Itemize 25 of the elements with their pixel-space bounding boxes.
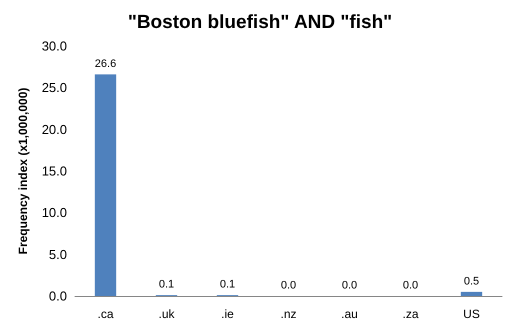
data-label: 0.1 <box>158 278 174 291</box>
data-label: 0.5 <box>464 275 480 288</box>
bar <box>460 292 482 296</box>
y-tick-label: 30.0 <box>42 38 67 54</box>
data-label: 26.6 <box>94 58 116 70</box>
bar <box>94 74 116 296</box>
x-tick-label: .ca <box>97 307 114 321</box>
x-tick-label: .uk <box>158 307 176 321</box>
y-tick-label: 0.0 <box>48 288 67 304</box>
y-tick-label: 20.0 <box>42 122 67 137</box>
data-label: 0.0 <box>280 280 296 292</box>
y-tick-label: 25.0 <box>42 80 67 96</box>
y-tick-label: 5.0 <box>48 246 67 262</box>
chart-title: "Boston bluefish" AND "fish" <box>128 12 392 33</box>
y-tick-label: 15.0 <box>42 164 67 178</box>
x-tick-label: .za <box>402 307 419 321</box>
data-label: 0.1 <box>220 278 236 291</box>
x-tick-label: .nz <box>280 307 297 321</box>
x-tick-label: .au <box>341 307 358 321</box>
data-label: 0.0 <box>402 280 418 292</box>
y-axis-title: Frequency index (x1,000,000) <box>16 88 30 254</box>
data-label: 0.0 <box>342 280 358 292</box>
y-tick-label: 10.0 <box>42 205 67 220</box>
x-tick-label: US <box>463 307 480 321</box>
x-tick-label: .ie <box>221 307 234 321</box>
